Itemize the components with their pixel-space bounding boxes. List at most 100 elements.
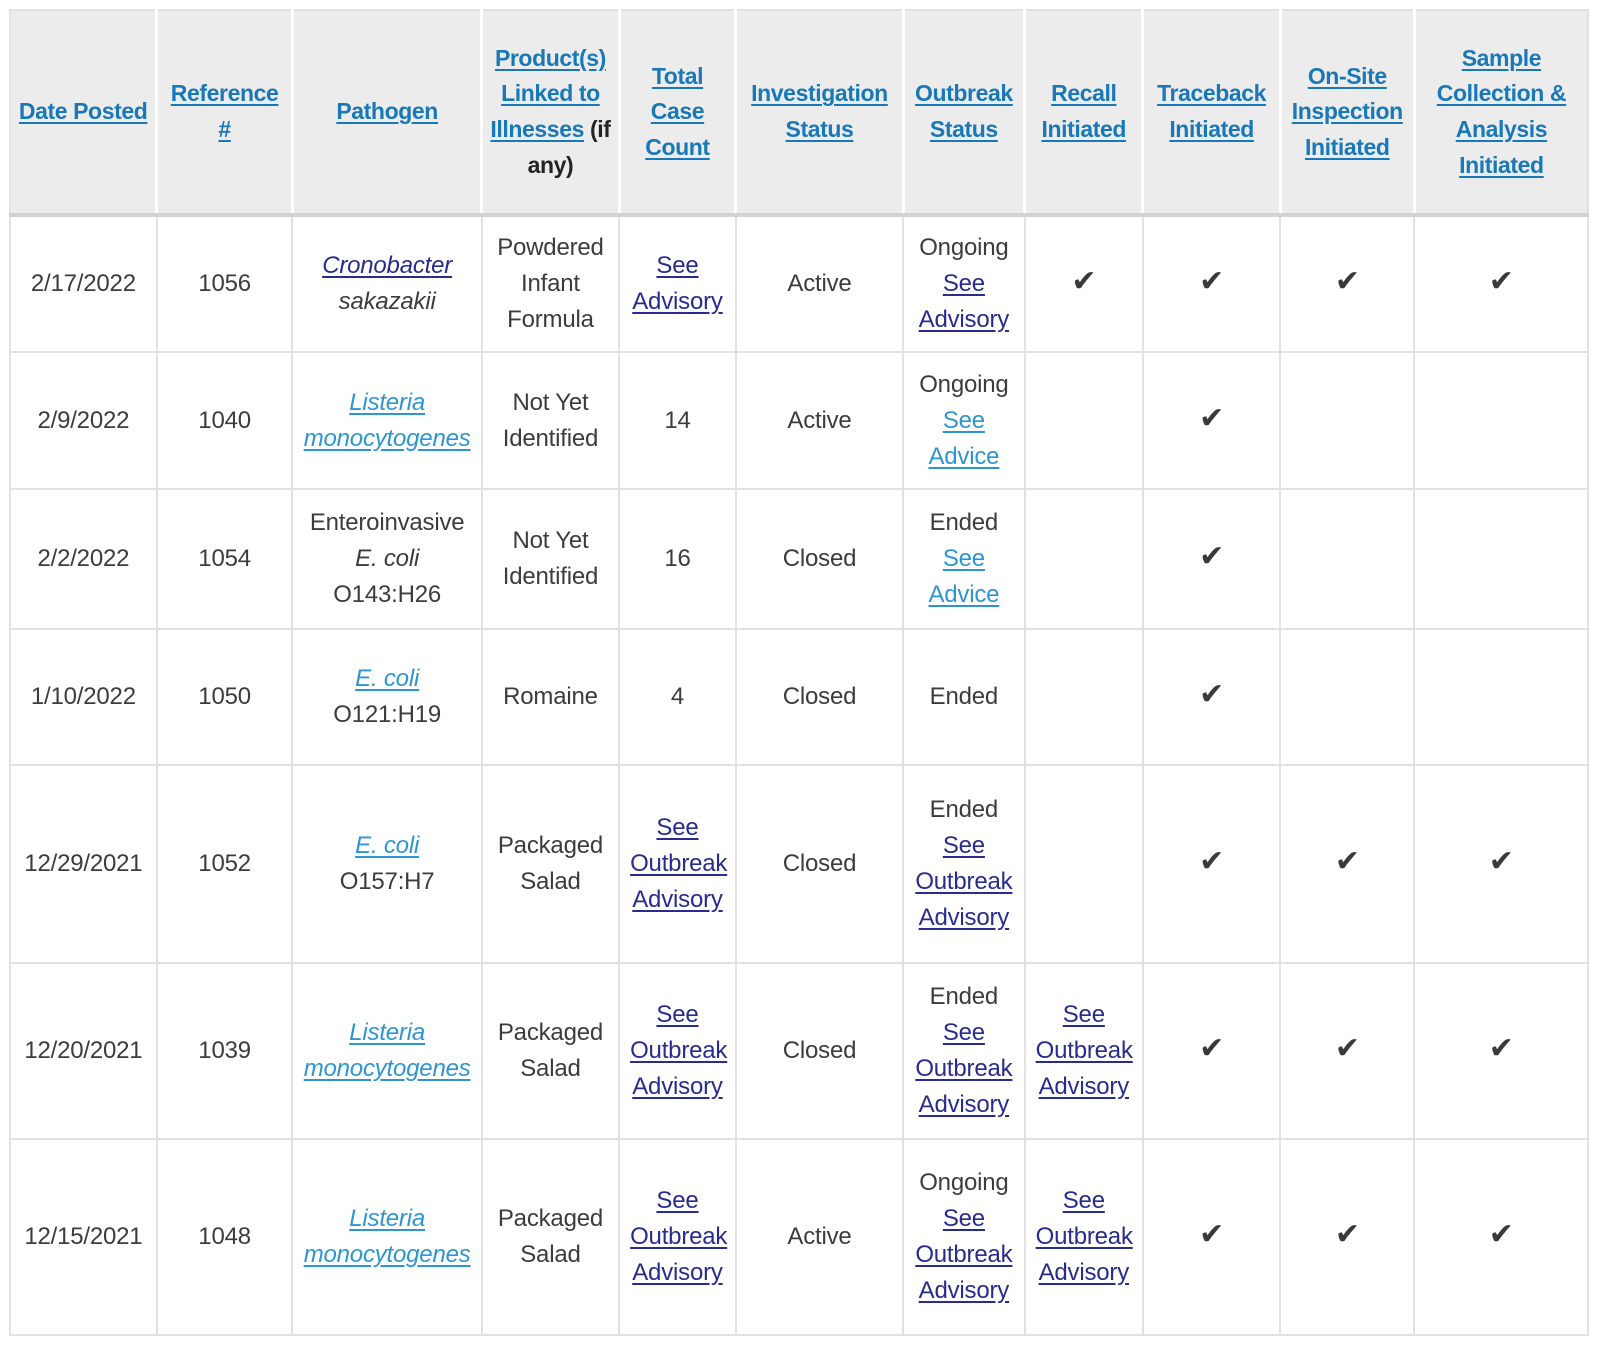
cell-text: 1054 [198, 545, 251, 572]
cell-sample-collection [1413, 628, 1589, 766]
cell-text: 2/2/2022 [37, 545, 130, 572]
cell-text: 1/10/2022 [30, 683, 136, 710]
cell-product: Not Yet Identified [480, 351, 621, 490]
cell-text: 14 [664, 406, 691, 434]
outbreak-status-advisory-link[interactable]: See Advice [928, 406, 1000, 470]
investigation-status-sort-link[interactable]: Investigation Status [751, 80, 888, 142]
cell-product: Packaged Salad [480, 764, 621, 964]
cell-onsite-inspection: ✔ [1279, 764, 1416, 964]
cell-traceback: ✔ [1141, 764, 1282, 964]
cell-pathogen: Enteroinvasive E. coli O143:H26 [291, 488, 483, 630]
cell-onsite-inspection [1279, 351, 1416, 490]
outbreak-status-sort-link[interactable]: Outbreak Status [914, 80, 1013, 142]
cell-pathogen: Cronobacter sakazakii [291, 214, 483, 353]
pathogen-sort-link[interactable]: Pathogen [336, 98, 438, 125]
pathogen-link[interactable]: Cronobacter [322, 252, 453, 279]
cell-case-count: 4 [618, 628, 737, 766]
cell-pathogen: Listeria monocytogenes [291, 351, 483, 490]
pathogen-link[interactable]: Listeria monocytogenes [303, 388, 471, 452]
cell-case-count: 14 [618, 351, 737, 490]
pathogen-link[interactable]: E. coli [355, 832, 420, 859]
cell-outbreak-status: Ongoing See Outbreak Advisory [902, 1138, 1026, 1336]
recall-advisory-link[interactable]: See Outbreak Advisory [1035, 1001, 1133, 1100]
cell-traceback: ✔ [1141, 214, 1282, 353]
cell-traceback: ✔ [1141, 962, 1282, 1140]
case-count-sort-link[interactable]: Total Case Count [645, 62, 710, 160]
case-count-advisory-link[interactable]: See Outbreak Advisory [630, 1001, 728, 1100]
reference-sort-link[interactable]: Reference # [170, 80, 279, 142]
cell-recall: See Outbreak Advisory [1023, 1138, 1144, 1336]
cell-text: Powdered Infant Formula [497, 234, 604, 333]
cell-text: Packaged Salad [497, 832, 604, 895]
cell-outbreak-status: Ended See Outbreak Advisory [902, 962, 1026, 1140]
cell-product: Powdered Infant Formula [480, 214, 621, 353]
pathogen-link[interactable]: Listeria monocytogenes [303, 1205, 471, 1268]
case-count-advisory-link[interactable]: See Advisory [632, 252, 723, 315]
recall-advisory-link[interactable]: See Outbreak Advisory [1035, 1187, 1133, 1286]
pathogen-link[interactable]: E. coli [355, 665, 420, 692]
cell-text: Not Yet Identified [502, 388, 599, 452]
outbreak-status-advisory-link[interactable]: See Advisory [918, 270, 1010, 333]
cell-text: Ended [929, 796, 999, 823]
table-row: 2/2/2022 1054 Enteroinvasive E. coli O143:H2… [9, 488, 1589, 630]
case-count-advisory-link[interactable]: See Outbreak Advisory [630, 814, 728, 913]
cell-text: Ended [929, 509, 999, 536]
cell-recall [1023, 351, 1144, 490]
date-posted-sort-link[interactable]: Date Posted [18, 98, 148, 125]
checkmark-icon: ✔ [1488, 1218, 1514, 1251]
checkmark-icon: ✔ [1199, 1032, 1225, 1065]
outbreak-status-advisory-link[interactable]: See Outbreak Advisory [915, 832, 1013, 931]
column-header-recall: Recall Initiated [1023, 10, 1145, 217]
table-body: 2/17/2022 1056 Cronobacter sakazakii Powdere… [9, 214, 1589, 1336]
cell-traceback: ✔ [1141, 1138, 1282, 1336]
outbreak-status-advisory-link[interactable]: See Outbreak Advisory [915, 1019, 1013, 1118]
cell-text: O157:H7 [339, 868, 435, 895]
column-header-product: Product(s) Linked to Illnesses (if any) [480, 10, 621, 217]
outbreak-status-advisory-link[interactable]: See Outbreak Advisory [915, 1205, 1013, 1304]
cell-onsite-inspection: ✔ [1279, 962, 1416, 1140]
cell-text: Romaine [503, 683, 598, 710]
cell-traceback: ✔ [1141, 488, 1282, 630]
cell-onsite-inspection: ✔ [1279, 214, 1416, 353]
cell-onsite-inspection [1279, 628, 1416, 766]
cell-investigation-status: Active [734, 1138, 905, 1336]
sample-collection-sort-link[interactable]: Sample Collection & Analysis Initiated [1436, 44, 1567, 178]
cell-investigation-status: Closed [734, 628, 905, 766]
checkmark-icon: ✔ [1488, 1032, 1514, 1065]
cell-text: Packaged Salad [497, 1205, 604, 1268]
onsite-inspection-sort-link[interactable]: On-Site Inspection Initiated [1291, 62, 1403, 160]
cell-recall [1023, 764, 1144, 964]
outbreak-status-advisory-link[interactable]: See Advice [928, 545, 1000, 608]
cell-reference: 1056 [155, 214, 294, 353]
cell-text: 4 [670, 683, 685, 710]
cell-recall [1023, 488, 1144, 630]
cell-sample-collection [1413, 351, 1589, 490]
cell-sample-collection [1413, 488, 1589, 630]
column-header-case-count: Total Case Count [617, 10, 738, 217]
cell-investigation-status: Closed [734, 764, 905, 964]
case-count-advisory-link[interactable]: See Outbreak Advisory [630, 1187, 728, 1286]
checkmark-icon: ✔ [1199, 1218, 1225, 1251]
cell-date-posted: 1/10/2022 [9, 628, 158, 766]
cell-pathogen: Listeria monocytogenes [291, 1138, 483, 1336]
cell-reference: 1039 [155, 962, 294, 1140]
column-header-outbreak-status: Outbreak Status [901, 10, 1027, 217]
cell-date-posted: 12/29/2021 [9, 764, 158, 964]
cell-text: Not Yet Identified [502, 527, 599, 590]
cell-date-posted: 2/9/2022 [9, 351, 158, 490]
column-header-traceback: Traceback Initiated [1141, 10, 1282, 217]
recall-sort-link[interactable]: Recall Initiated [1041, 80, 1127, 142]
traceback-sort-link[interactable]: Traceback Initiated [1157, 80, 1267, 142]
pathogen-link[interactable]: Listeria monocytogenes [303, 1019, 471, 1082]
checkmark-icon: ✔ [1334, 265, 1360, 298]
cell-sample-collection: ✔ [1413, 764, 1589, 964]
product-sort-link[interactable]: Product(s) Linked to Illnesses [490, 44, 606, 142]
cell-traceback: ✔ [1141, 351, 1282, 490]
column-header-investigation-status: Investigation Status [734, 10, 905, 217]
table-header: Date Posted Reference # Pathogen Product(s)… [10, 10, 1588, 217]
checkmark-icon: ✔ [1199, 845, 1225, 878]
cell-date-posted: 12/15/2021 [9, 1138, 158, 1336]
cell-text: Ended [929, 983, 999, 1010]
cell-product: Packaged Salad [480, 1138, 621, 1336]
cell-text: Closed [782, 545, 857, 572]
